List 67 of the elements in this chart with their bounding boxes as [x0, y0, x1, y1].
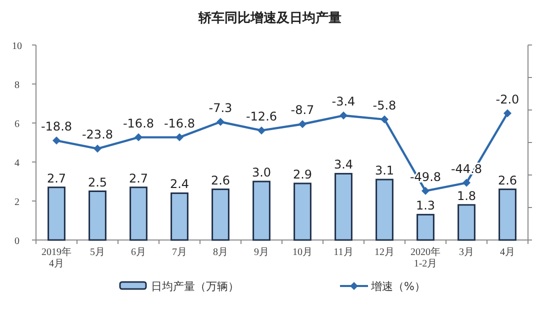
bar — [48, 186, 66, 241]
x-tick-label: 5月 — [90, 247, 105, 258]
point — [298, 120, 306, 128]
bar — [88, 190, 106, 241]
point — [504, 109, 512, 118]
y-tick-label: 8 — [14, 80, 20, 91]
data-label: -8.7 — [290, 103, 314, 118]
point — [380, 115, 388, 124]
data-label: 3.1 — [374, 164, 394, 178]
data-label: 2.7 — [128, 171, 148, 186]
data-label: -7.3 — [208, 100, 232, 115]
bar — [376, 178, 394, 241]
x-tick-label: 2019年 4月 — [42, 246, 72, 270]
y-tick-label: 6 — [14, 119, 20, 130]
bar — [130, 186, 148, 241]
point — [462, 178, 470, 187]
x-tick-label: 3月 — [459, 247, 474, 258]
data-label: -12.6 — [246, 109, 278, 124]
bar — [458, 204, 476, 241]
point — [52, 136, 60, 145]
data-label: 3.4 — [334, 158, 354, 172]
data-label: 2.6 — [210, 173, 230, 188]
point — [134, 133, 142, 142]
y-tick-label: 4 — [14, 158, 20, 169]
bar — [170, 192, 188, 241]
y-tick-label: 0 — [14, 236, 20, 247]
chart-title: 轿车同比增速及日均产量 — [198, 10, 342, 26]
x-tick-label: 7月 — [172, 247, 187, 258]
bar — [212, 188, 230, 241]
data-label: -3.4 — [332, 94, 356, 109]
legend-label: 增速（%） — [370, 280, 426, 293]
data-label: 2.9 — [292, 167, 312, 182]
data-label: 2.6 — [498, 173, 518, 188]
x-tick-label: 9月 — [254, 247, 269, 258]
x-tick-label: 2020年 1-2月 — [410, 246, 440, 270]
point — [176, 133, 184, 142]
bar — [294, 182, 312, 241]
data-label: 2.4 — [170, 177, 190, 192]
bar — [416, 214, 434, 241]
data-label: -5.8 — [372, 98, 396, 112]
bar — [498, 188, 516, 241]
data-label: 2.7 — [46, 171, 66, 186]
data-label: -16.8 — [122, 116, 154, 130]
data-label: -18.8 — [40, 120, 72, 134]
x-tick-label: 12月 — [374, 247, 394, 258]
x-tick-label: 6月 — [131, 247, 146, 258]
y-tick-label: 2 — [14, 197, 20, 208]
point — [94, 144, 102, 153]
y-tick-label: 10 — [12, 41, 22, 52]
point — [258, 126, 266, 134]
x-tick-label: 11月 — [334, 247, 354, 258]
data-label: -2.0 — [496, 92, 520, 106]
data-label: 1.8 — [456, 188, 476, 203]
bar — [252, 180, 270, 241]
point — [340, 112, 348, 120]
x-tick-label: 8月 — [213, 247, 228, 258]
x-tick-label: 4月 — [500, 247, 515, 258]
data-label: 2.5 — [88, 175, 108, 190]
x-tick-label: 10月 — [292, 247, 312, 258]
point — [216, 118, 224, 126]
legend-label: 日均产量（万辆） — [151, 280, 239, 293]
point — [422, 186, 430, 195]
data-label: -23.8 — [82, 128, 114, 142]
data-label: 3.0 — [252, 166, 272, 180]
bar — [334, 172, 352, 241]
data-label: 1.3 — [416, 198, 436, 213]
data-label: -16.8 — [164, 116, 196, 130]
